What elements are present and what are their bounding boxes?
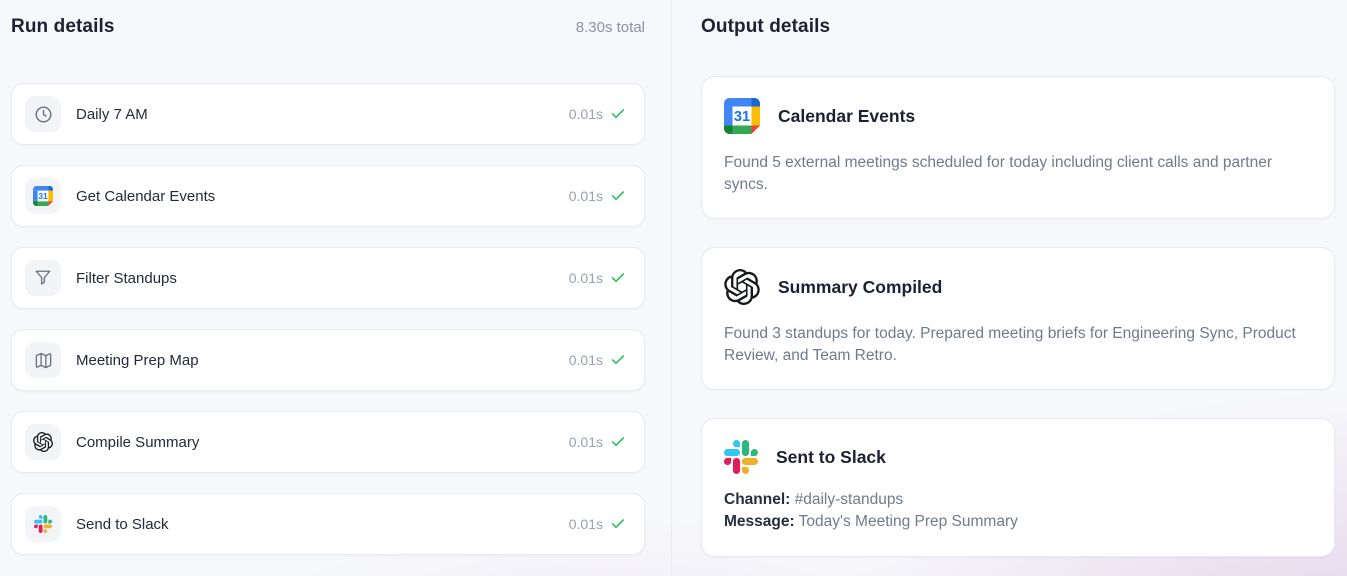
run-step-get-calendar-events[interactable]: 31 Get Calendar Events 0.01s <box>11 165 645 227</box>
output-card-calendar-events: 31 Calendar Events Found 5 external meet… <box>701 76 1335 219</box>
step-duration: 0.01s <box>568 516 603 532</box>
card-title: Calendar Events <box>778 105 916 126</box>
check-icon <box>610 434 626 450</box>
step-status: 0.01s <box>569 352 626 368</box>
step-label: Meeting Prep Map <box>76 351 199 369</box>
card-header: 31 Calendar Events <box>724 98 1312 134</box>
card-title: Summary Compiled <box>778 276 943 297</box>
check-icon <box>610 106 626 122</box>
check-icon <box>610 352 626 368</box>
field-value: Today's Meeting Prep Summary <box>794 513 1018 531</box>
card-fields: Channel: #daily-standups Message: Today'… <box>724 489 1312 534</box>
step-label: Filter Standups <box>76 269 177 287</box>
run-step-meeting-prep-map[interactable]: Meeting Prep Map 0.01s <box>11 329 645 391</box>
google-calendar-icon: 31 <box>724 98 760 134</box>
run-details-header: Run details 8.30s total <box>11 16 645 38</box>
run-step-send-to-slack[interactable]: Send to Slack 0.01s <box>11 493 645 555</box>
step-label: Send to Slack <box>76 515 169 533</box>
step-duration: 0.01s <box>568 188 603 204</box>
run-step-filter-standups[interactable]: Filter Standups 0.01s <box>11 247 645 309</box>
step-label: Compile Summary <box>76 433 200 451</box>
step-status: 0.01s <box>569 516 626 532</box>
check-icon <box>610 516 626 532</box>
field-message: Message: Today's Meeting Prep Summary <box>724 511 1312 533</box>
step-duration: 0.01s <box>568 106 603 122</box>
clock-icon <box>25 96 61 132</box>
run-details-title: Run details <box>11 16 115 37</box>
card-title: Sent to Slack <box>776 446 886 467</box>
step-status: 0.01s <box>569 188 626 204</box>
field-label: Message: <box>724 513 795 531</box>
check-icon <box>610 270 626 286</box>
openai-icon <box>25 424 61 460</box>
svg-text:31: 31 <box>38 191 48 201</box>
output-details-title: Output details <box>701 16 831 37</box>
field-label: Channel: <box>724 491 791 508</box>
step-label: Daily 7 AM <box>76 105 148 123</box>
google-calendar-icon: 31 <box>25 178 61 214</box>
card-body: Found 3 standups for today. Prepared mee… <box>724 325 1296 364</box>
step-status: 0.01s <box>569 434 626 450</box>
run-step-compile-summary[interactable]: Compile Summary 0.01s <box>11 411 645 473</box>
card-body: Found 5 external meetings scheduled for … <box>724 154 1272 193</box>
step-label: Get Calendar Events <box>76 187 216 205</box>
total-duration: 8.30s total <box>575 19 645 36</box>
run-steps-list: Daily 7 AM 0.01s <box>11 83 645 555</box>
output-details-header: Output details <box>701 16 1335 38</box>
field-value: #daily-standups <box>790 491 904 508</box>
card-header: Sent to Slack <box>724 440 1312 474</box>
step-duration: 0.01s <box>568 270 603 286</box>
run-details-panel: Run details 8.30s total Daily 7 AM 0.01s <box>0 0 672 576</box>
output-cards: 31 Calendar Events Found 5 external meet… <box>701 76 1335 557</box>
run-step-daily-7am[interactable]: Daily 7 AM 0.01s <box>11 83 645 145</box>
map-icon <box>25 342 61 378</box>
svg-text:31: 31 <box>734 109 750 125</box>
filter-icon <box>25 260 61 296</box>
step-duration: 0.01s <box>568 434 603 450</box>
output-details-panel: Output details <box>672 0 1347 576</box>
slack-icon <box>25 506 61 542</box>
output-card-sent-to-slack: Sent to Slack Channel: #daily-standups M… <box>701 418 1335 557</box>
step-duration: 0.01s <box>568 352 603 368</box>
slack-icon <box>724 440 758 474</box>
card-header: Summary Compiled <box>724 269 1312 305</box>
step-status: 0.01s <box>569 270 626 286</box>
step-status: 0.01s <box>569 106 626 122</box>
output-card-summary-compiled: Summary Compiled Found 3 standups for to… <box>701 247 1335 390</box>
field-channel: Channel: #daily-standups <box>724 489 1312 511</box>
openai-icon <box>724 269 760 305</box>
check-icon <box>610 188 626 204</box>
